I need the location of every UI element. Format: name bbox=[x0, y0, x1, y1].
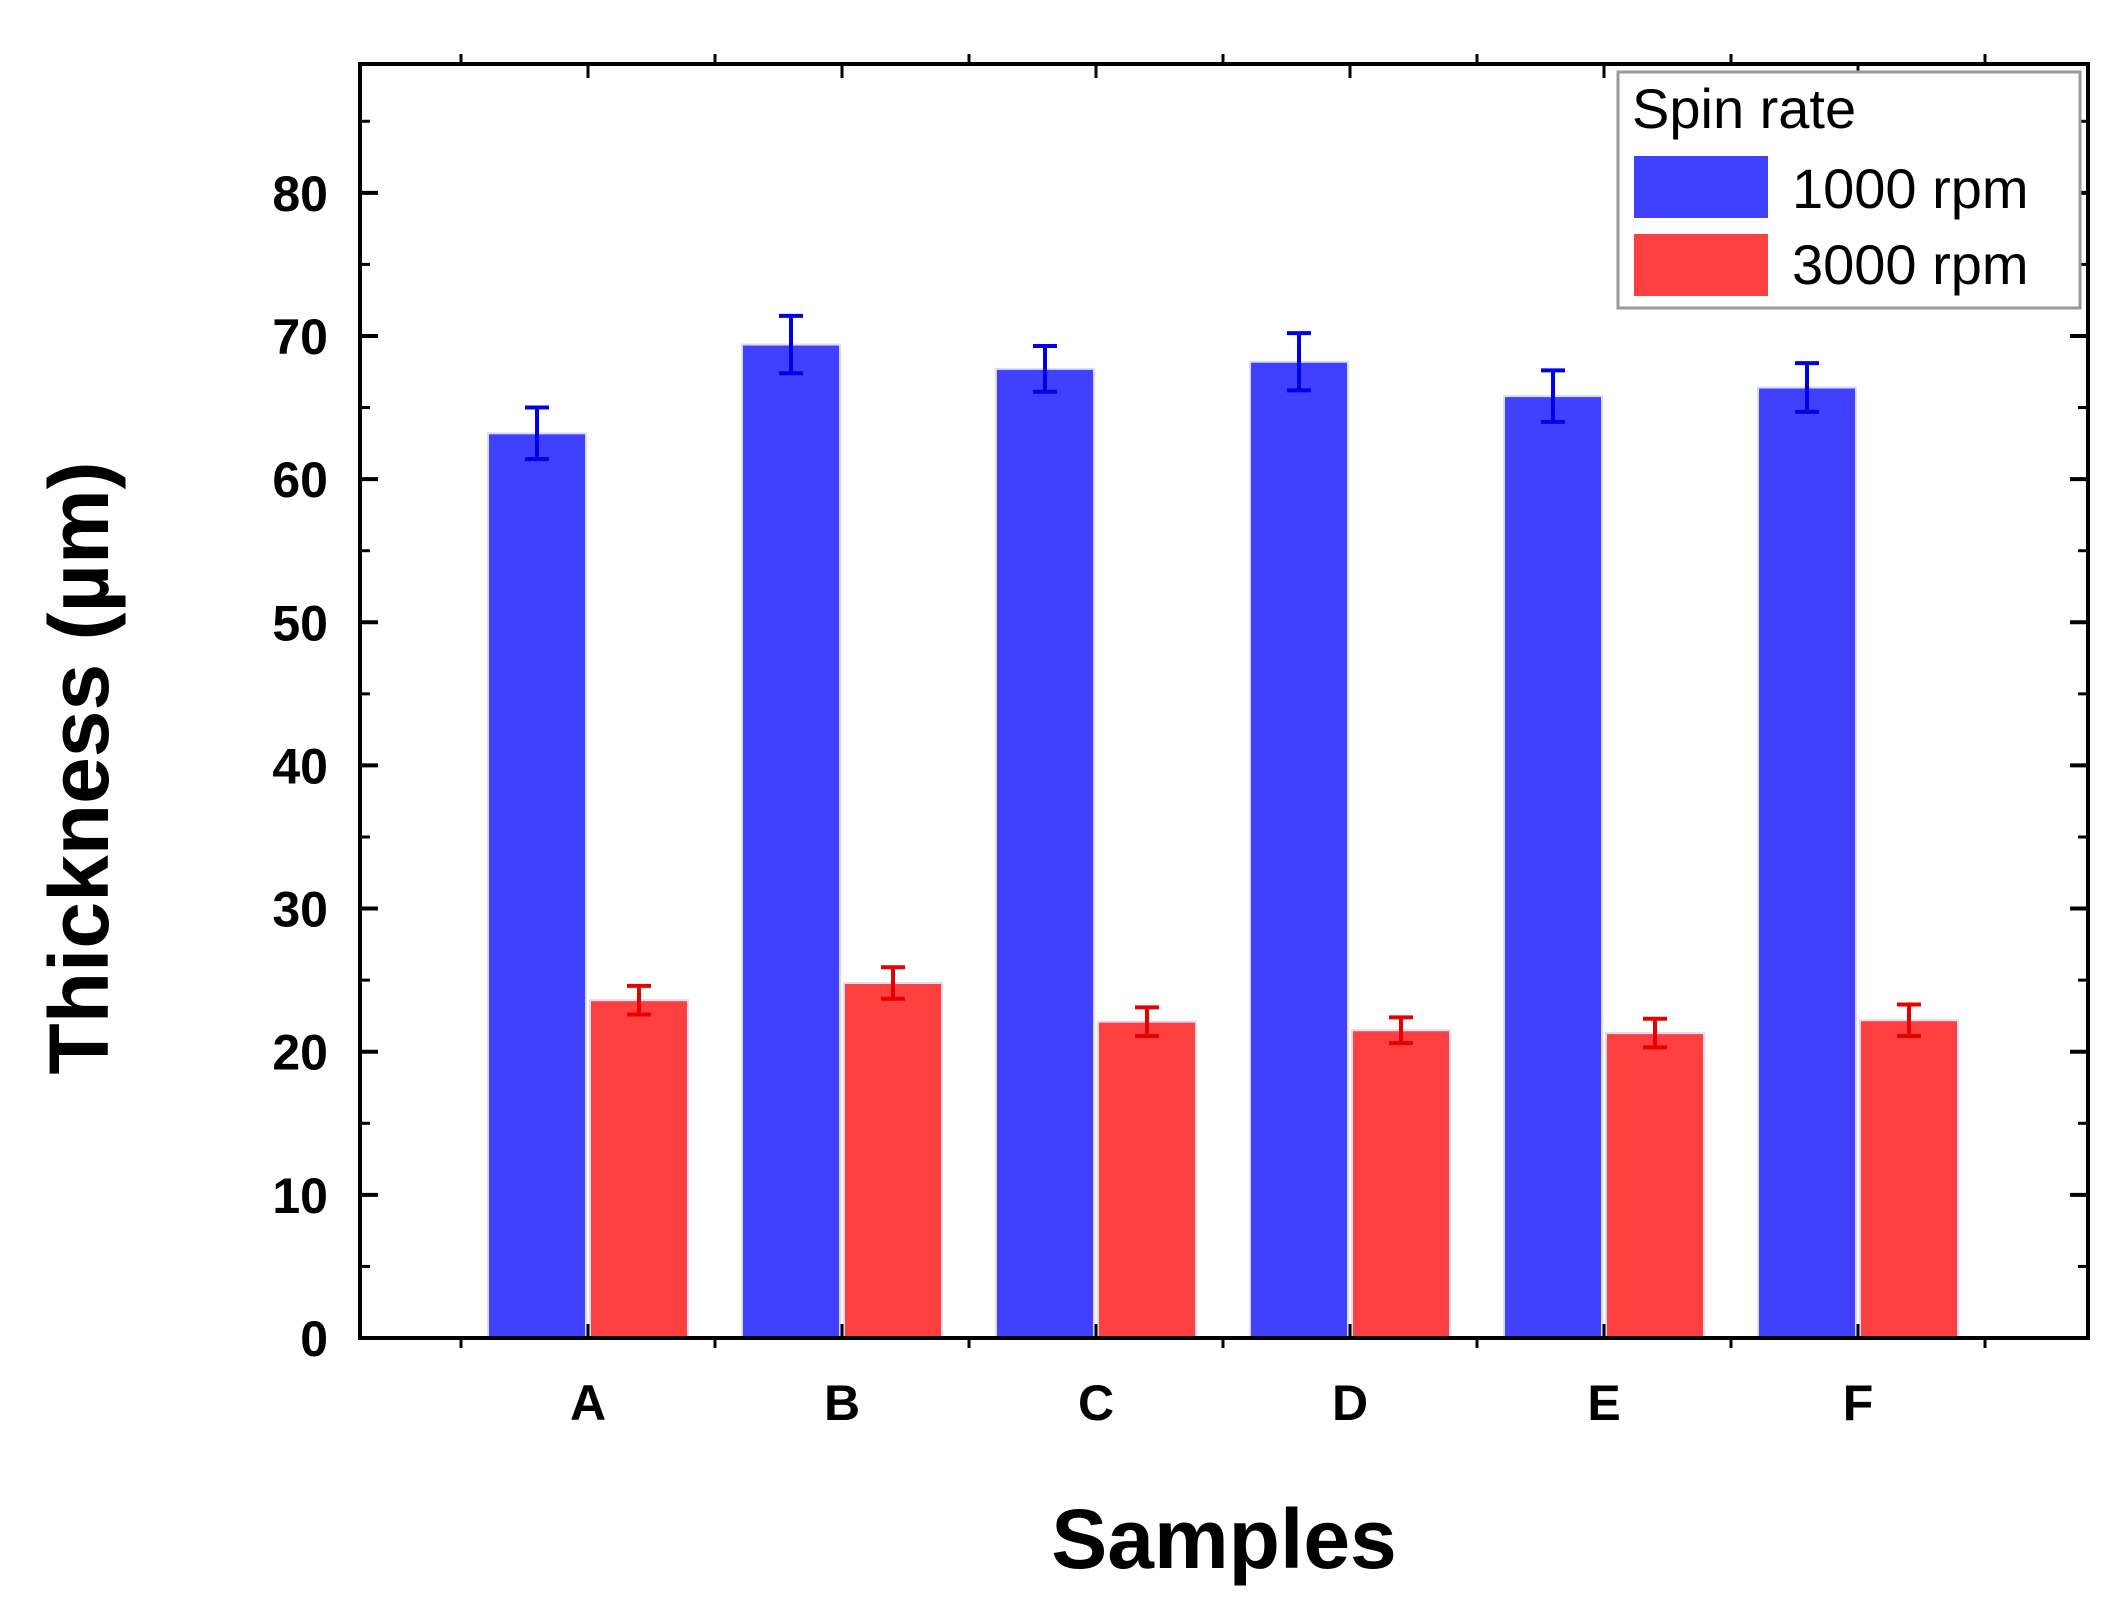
bars-layer bbox=[487, 343, 1959, 1340]
error-bars-layer bbox=[525, 313, 1921, 1050]
error-bar-F-1000-rpm bbox=[1795, 361, 1819, 414]
tick-labels-layer: A B C D E F 0 10 20 30 40 50 60 70 80 bbox=[272, 166, 1873, 1431]
x-tick-label-F: F bbox=[1843, 1375, 1874, 1431]
error-bar-B-1000-rpm bbox=[779, 313, 803, 376]
bar-C-3000-rpm bbox=[1097, 1020, 1197, 1340]
y-tick-label-50: 50 bbox=[272, 595, 328, 651]
error-bar-E-3000-rpm bbox=[1643, 1016, 1667, 1050]
y-tick-label-10: 10 bbox=[272, 1168, 328, 1224]
error-bar-F-3000-rpm bbox=[1897, 1002, 1921, 1038]
y-tick-label-70: 70 bbox=[272, 309, 328, 365]
legend-title: Spin rate bbox=[1632, 77, 1856, 140]
bar-E-3000-rpm bbox=[1605, 1032, 1705, 1339]
y-tick-label-80: 80 bbox=[272, 166, 328, 222]
bar-B-1000-rpm bbox=[741, 343, 841, 1339]
error-bar-B-3000-rpm bbox=[881, 965, 905, 1001]
bar-B-3000-rpm bbox=[843, 981, 943, 1339]
error-bar-D-1000-rpm bbox=[1287, 331, 1311, 393]
x-tick-label-B: B bbox=[824, 1375, 860, 1431]
y-tick-label-30: 30 bbox=[272, 882, 328, 938]
x-tick-label-C: C bbox=[1078, 1375, 1114, 1431]
legend-swatch-3000-rpm bbox=[1634, 234, 1768, 296]
legend: Spin rate 1000 rpm 3000 rpm bbox=[1616, 70, 2082, 310]
bar-D-1000-rpm bbox=[1249, 360, 1349, 1339]
legend-label-3000-rpm: 3000 rpm bbox=[1792, 233, 2029, 296]
bar-D-3000-rpm bbox=[1351, 1029, 1451, 1339]
y-tick-label-40: 40 bbox=[272, 738, 328, 794]
plot-frame bbox=[358, 62, 2090, 1340]
y-axis-title: Thickness (µm) bbox=[32, 461, 126, 1074]
bar-E-1000-rpm bbox=[1503, 395, 1603, 1339]
x-axis-title: Samples bbox=[1051, 1492, 1397, 1586]
x-tick-label-A: A bbox=[570, 1375, 606, 1431]
x-tick-label-D: D bbox=[1332, 1375, 1368, 1431]
error-bar-E-1000-rpm bbox=[1541, 368, 1565, 424]
error-bar-A-3000-rpm bbox=[627, 983, 651, 1017]
y-tick-label-20: 20 bbox=[272, 1025, 328, 1081]
error-bar-C-1000-rpm bbox=[1033, 343, 1057, 394]
legend-swatch-1000-rpm bbox=[1634, 156, 1768, 218]
legend-label-1000-rpm: 1000 rpm bbox=[1792, 157, 2029, 220]
y-tick-label-60: 60 bbox=[272, 452, 328, 508]
bar-F-1000-rpm bbox=[1757, 386, 1857, 1339]
bar-A-1000-rpm bbox=[487, 432, 587, 1340]
error-bar-A-1000-rpm bbox=[525, 405, 549, 462]
bar-C-1000-rpm bbox=[995, 367, 1095, 1339]
bar-A-3000-rpm bbox=[589, 999, 689, 1339]
y-tick-label-0: 0 bbox=[300, 1311, 328, 1367]
error-bar-C-3000-rpm bbox=[1135, 1005, 1159, 1038]
error-bar-D-3000-rpm bbox=[1389, 1015, 1413, 1046]
x-tick-label-E: E bbox=[1587, 1375, 1620, 1431]
bar-F-3000-rpm bbox=[1859, 1019, 1959, 1340]
